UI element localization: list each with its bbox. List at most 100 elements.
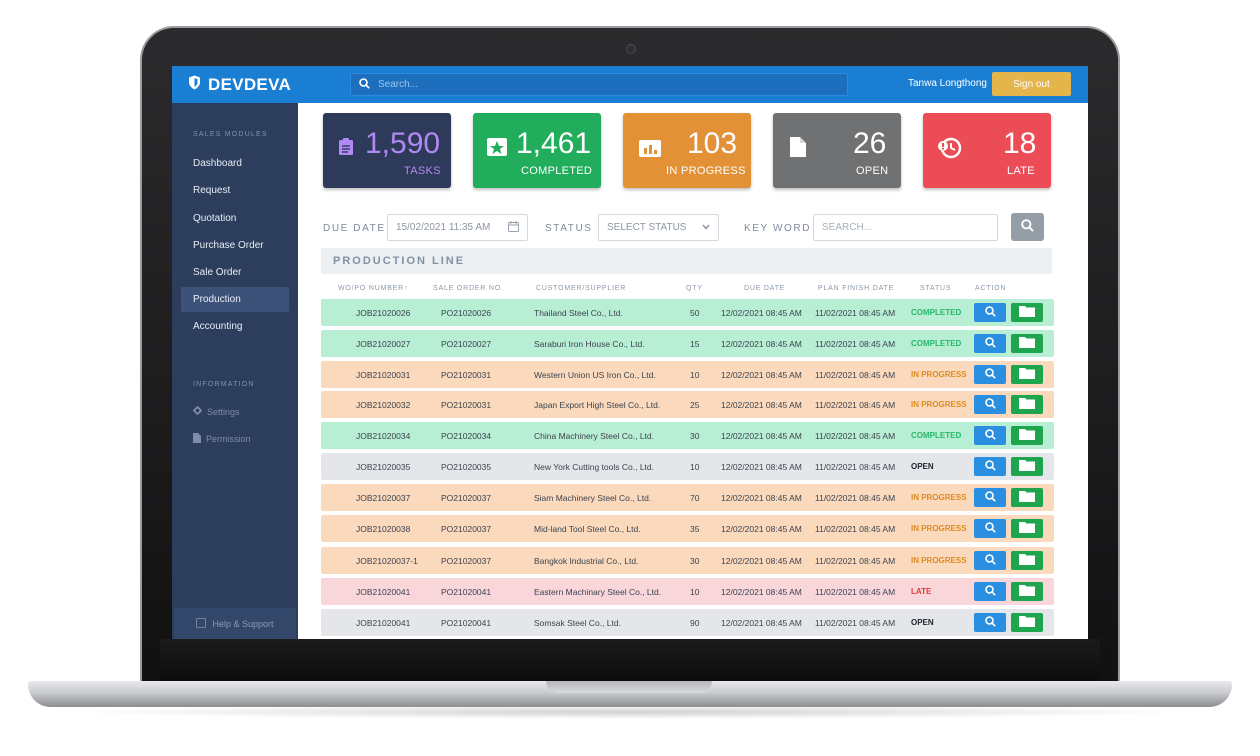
global-search-input[interactable]: [378, 79, 818, 90]
stat-card-tasks[interactable]: 1,590 TASKS: [323, 113, 451, 188]
view-button[interactable]: [974, 519, 1006, 538]
folder-icon: [1019, 397, 1035, 412]
search-icon: [984, 521, 996, 536]
column-header-status[interactable]: STATUS: [920, 285, 952, 292]
section-title: PRODUCTION LINE: [333, 255, 466, 267]
chevron-down-icon: [702, 222, 710, 233]
sidebar-item-quotation[interactable]: Quotation: [193, 213, 237, 224]
due-date-field[interactable]: 15/02/2021 11:35 AM: [387, 214, 528, 241]
sidebar-item-purchase-order[interactable]: Purchase Order: [193, 240, 264, 251]
due-date-label: DUE DATE: [323, 223, 386, 234]
folder-button[interactable]: [1011, 551, 1043, 570]
folder-button[interactable]: [1011, 613, 1043, 632]
column-header-plan-finish[interactable]: PLAN FINISH DATE: [818, 285, 895, 292]
cell-sale-order: PO21020031: [441, 370, 492, 380]
cell-status: IN PROGRESS: [911, 400, 967, 409]
search-icon: [984, 397, 996, 412]
search-icon: [984, 305, 996, 320]
table-row[interactable]: JOB21020037 PO21020037 Siam Machinery Stee…: [321, 484, 1054, 511]
in-progress-count: 103: [687, 127, 738, 160]
cell-status: COMPLETED: [911, 308, 962, 317]
cell-sale-order: PO21020031: [441, 400, 492, 410]
table-row[interactable]: JOB21020031 PO21020031 Western Union US Ir…: [321, 361, 1054, 388]
table-row[interactable]: JOB21020035 PO21020035 New York Cutting to…: [321, 453, 1054, 480]
cell-plan-finish: 11/02/2021 08:45 AM: [815, 431, 896, 441]
view-button[interactable]: [974, 334, 1006, 353]
sidebar-item-accounting[interactable]: Accounting: [193, 321, 243, 332]
folder-button[interactable]: [1011, 426, 1043, 445]
cell-plan-finish: 11/02/2021 08:45 AM: [815, 556, 896, 566]
help-icon: [196, 617, 207, 630]
sidebar-item-production[interactable]: Production: [181, 287, 289, 312]
keyword-field[interactable]: [813, 214, 998, 241]
table-row[interactable]: JOB21020037-1 PO21020037 Bangkok Industria…: [321, 547, 1054, 574]
folder-button[interactable]: [1011, 582, 1043, 601]
column-header-wo-po[interactable]: WO/PO NUMBER↑: [338, 285, 409, 292]
view-button[interactable]: [974, 613, 1006, 632]
brand[interactable]: DEVDEVA: [172, 66, 322, 103]
folder-button[interactable]: [1011, 519, 1043, 538]
gear-icon: [193, 406, 202, 417]
top-bar: DEVDEVA Tanwa Longthong Sign out: [172, 66, 1088, 103]
table-row[interactable]: JOB21020041 PO21020041 Somsak Steel Co., L…: [321, 609, 1054, 636]
folder-button[interactable]: [1011, 457, 1043, 476]
sidebar-item-request[interactable]: Request: [193, 185, 231, 196]
document-icon: [193, 433, 201, 445]
view-button[interactable]: [974, 488, 1006, 507]
cell-status: IN PROGRESS: [911, 524, 967, 533]
cell-plan-finish: 11/02/2021 08:45 AM: [815, 462, 896, 472]
view-button[interactable]: [974, 457, 1006, 476]
table-row[interactable]: JOB21020041 PO21020041 Eastern Machinary S…: [321, 578, 1054, 605]
view-button[interactable]: [974, 303, 1006, 322]
folder-button[interactable]: [1011, 488, 1043, 507]
calendar-icon: [508, 220, 519, 235]
filter-search-button[interactable]: [1011, 213, 1044, 241]
tasks-label: TASKS: [404, 165, 441, 177]
view-button[interactable]: [974, 365, 1006, 384]
search-icon: [359, 76, 370, 94]
folder-icon: [1019, 584, 1035, 599]
cell-due-date: 12/02/2021 08:45 AM: [721, 308, 802, 318]
sidebar-item-dashboard[interactable]: Dashboard: [193, 158, 242, 169]
help-support-label: Help & Support: [212, 618, 274, 629]
view-button[interactable]: [974, 582, 1006, 601]
global-search[interactable]: [350, 73, 848, 96]
help-support-button[interactable]: Help & Support: [174, 608, 296, 639]
column-header-sale-order[interactable]: SALE ORDER NO.: [433, 285, 504, 292]
column-header-customer[interactable]: CUSTOMER/SUPPLIER: [536, 285, 627, 292]
history-icon: [937, 137, 963, 164]
table-row[interactable]: JOB21020034 PO21020034 China Machinery Ste…: [321, 422, 1054, 449]
view-button[interactable]: [974, 426, 1006, 445]
user-name[interactable]: Tanwa Longthong: [908, 78, 987, 89]
folder-button[interactable]: [1011, 334, 1043, 353]
stat-card-open[interactable]: 26 OPEN: [773, 113, 901, 188]
view-button[interactable]: [974, 551, 1006, 570]
sign-out-button[interactable]: Sign out: [992, 72, 1071, 96]
column-header-due-date[interactable]: DUE DATE: [744, 285, 786, 292]
status-select[interactable]: SELECT STATUS: [598, 214, 719, 241]
table-row[interactable]: JOB21020027 PO21020027 Saraburi Iron House…: [321, 330, 1054, 357]
search-icon: [984, 553, 996, 568]
laptop-shadow: [60, 705, 1200, 719]
stat-card-completed[interactable]: 1,461 COMPLETED: [473, 113, 601, 188]
table-row[interactable]: JOB21020026 PO21020026 Thailand Steel Co.,…: [321, 299, 1054, 326]
sidebar-item-permission[interactable]: Permission: [193, 433, 251, 445]
keyword-search-input[interactable]: [822, 222, 989, 233]
folder-button[interactable]: [1011, 395, 1043, 414]
cell-qty: 50: [690, 308, 700, 318]
cell-sale-order: PO21020041: [441, 618, 492, 628]
column-header-qty[interactable]: QTY: [686, 285, 703, 292]
folder-button[interactable]: [1011, 365, 1043, 384]
sidebar-item-settings[interactable]: Settings: [193, 406, 240, 417]
stat-card-in-progress[interactable]: 103 IN PROGRESS: [623, 113, 751, 188]
view-button[interactable]: [974, 395, 1006, 414]
folder-icon: [1019, 521, 1035, 536]
sidebar-item-sale-order[interactable]: Sale Order: [193, 267, 242, 278]
cell-due-date: 12/02/2021 08:45 AM: [721, 493, 802, 503]
table-row[interactable]: JOB21020038 PO21020037 Mid-land Tool Steel…: [321, 515, 1054, 542]
folder-button[interactable]: [1011, 303, 1043, 322]
information-heading: INFORMATION: [193, 381, 255, 388]
stat-card-late[interactable]: 18 LATE: [923, 113, 1051, 188]
search-icon: [984, 428, 996, 443]
table-row[interactable]: JOB21020032 PO21020031 Japan Export High S…: [321, 391, 1054, 418]
